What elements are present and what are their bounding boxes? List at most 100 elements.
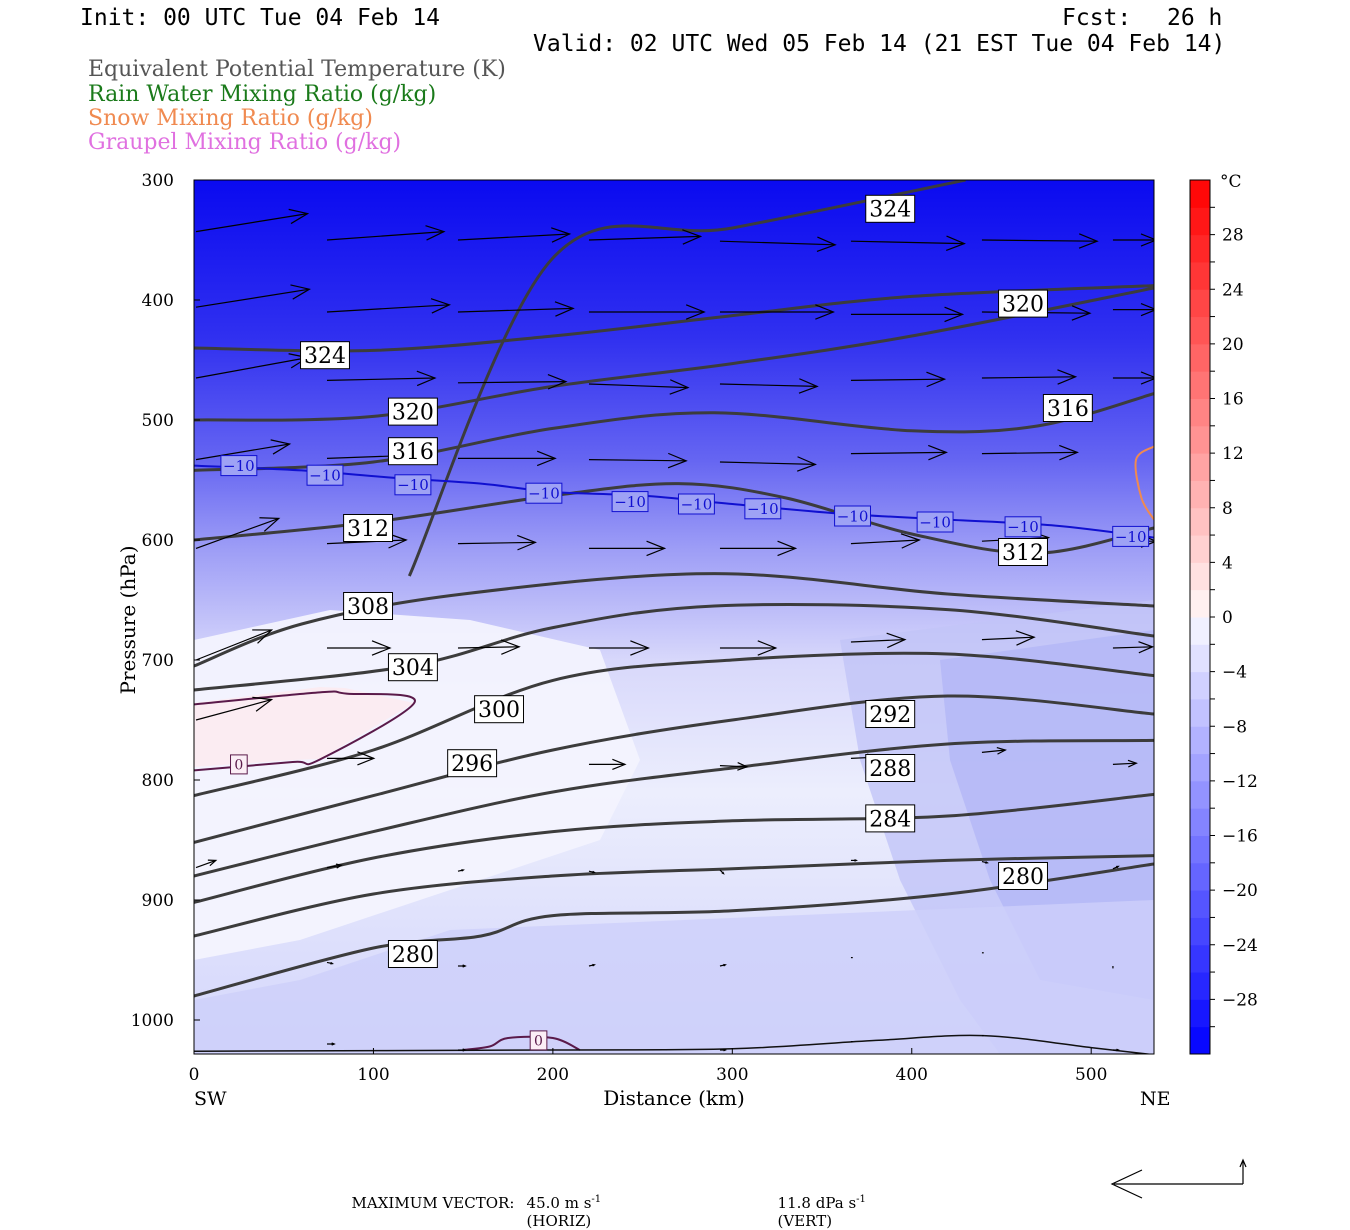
theta-e-contour-label: 296 [447,749,498,778]
isotherm-label: −10 [677,493,715,515]
theta-e-contour-line [194,694,1154,844]
isotherm-label-text: −10 [681,495,713,513]
wind-vector-head [207,859,218,867]
theta-e-contour-line [194,1034,1154,1054]
wind-vector [850,306,965,323]
wind-vector-head [985,861,989,864]
wind-vector-head [270,439,292,455]
theta-e-contour-label-box [343,592,394,620]
wind-vector-head [461,869,465,872]
colorbar-swatch [1190,780,1210,809]
colorbar-tick-label: 20 [1222,335,1244,355]
wind-vector-shaft [981,749,1006,753]
rain-region-fill [194,687,414,767]
wind-vector-head [926,371,947,388]
theta-e-contour-label: 300 [474,695,525,724]
theta-e-contour-label-box [300,341,350,370]
y-tick-label: 800 [142,771,174,791]
wind-vector [326,863,343,869]
wind-vector [588,229,703,245]
theta-e-contour-label-box [387,437,438,466]
theta-e-contour-label: 312 [998,538,1048,566]
isotherm-label-text: −10 [397,476,429,494]
wind-vector-shaft [457,541,536,545]
wind-vector [457,639,521,655]
isotherm-label: −10 [1112,525,1150,547]
isotherm-label-text: −10 [747,500,779,518]
wind-vector [719,304,835,320]
wind-vector-shaft [195,288,310,308]
wind-vector-shaft [588,383,688,389]
wind-vector-head [357,751,376,766]
theta-e-contour-label-text: 304 [392,656,434,681]
reference-horizontal-arrowhead [1110,1169,1143,1199]
theta-e-contour-label: 320 [998,289,1048,318]
wind-vector [457,227,572,243]
wind-vector [195,208,310,233]
max-vector-vertical: 11.8 dPa s-1 (VERT) [777,1194,866,1230]
theta-e-contour-label: 316 [1042,394,1093,422]
cross-section-chart: 324 324 320 320 316 316 312 312 308 304 300 296 292 2… [116,171,1258,1199]
theta-e-contour-label-text: 320 [1002,293,1044,318]
colorbar-tick-label: 24 [1222,280,1244,300]
wind-vector [588,758,627,770]
wind-vector [195,629,274,661]
wind-vector-shaft [719,240,836,246]
colorbar-swatch [1190,890,1210,918]
wind-vector-head [1138,641,1154,654]
isotherm-label-box [220,455,258,477]
colorbar-swatch [1190,480,1210,509]
wind-vector [1112,759,1138,768]
colorbar-tick-label: 16 [1222,390,1244,410]
theta-e-contour-line [194,602,1154,692]
wind-vector-head [1071,305,1092,321]
wind-vector-shaft [457,381,566,384]
x-tick-label: 100 [357,1065,389,1085]
isotherm-label-text: −10 [528,485,560,503]
reference-vector [1110,1158,1247,1199]
wind-vector-head [612,758,627,770]
isotherm-label-box [1112,525,1150,547]
colorbar-unit: °C [1220,172,1242,192]
colorbar-swatch [1190,343,1210,372]
wind-vector [457,374,568,390]
wind-vector-head [737,762,749,771]
theta-e-contour-label-text: 292 [869,703,911,728]
rain-contour-label-box [230,754,248,775]
theta-e-contour-line [194,862,1154,998]
wind-vector-head [682,229,703,245]
temperature-shading [194,600,1154,1054]
theta-e-contour-label-text: 316 [1047,397,1089,422]
isotherm-label: −10 [1004,516,1042,538]
theta-e-contour-label-box [387,653,438,682]
theta-e-contour-label-box [865,194,916,223]
isotherm-label-text: −10 [223,457,255,475]
colorbar-swatch [1190,862,1210,891]
theta-e-contour-label: 312 [343,514,394,542]
wind-vector-head [1015,630,1036,646]
theta-e-contour-label-box [343,514,394,542]
wind-vector-shaft [981,376,1076,379]
wind-vector [326,640,392,656]
x-axis-right-end-label: NE [1140,1088,1171,1110]
wind-vector-shaft [457,233,570,241]
wind-vector [326,961,334,965]
wind-vector [457,869,465,872]
wind-vector-head [723,963,727,967]
colorbar-tick-label: 8 [1222,499,1233,519]
wind-vector [326,1042,336,1046]
colorbar-swatch [1190,316,1210,345]
wind-vector-shaft [195,699,272,721]
theta-e-contour-label-text: 324 [304,344,346,369]
colorbar-swatch [1190,453,1210,481]
wind-vector [981,630,1036,646]
snow-contour-line [1134,445,1154,521]
wind-vector [326,225,446,241]
wind-vector [195,284,311,308]
wind-vector [457,1048,467,1052]
wind-vector-head [928,444,948,461]
wind-vector-head [886,632,907,649]
colorbar-tick-label: −16 [1222,827,1258,847]
wind-vector [195,439,292,461]
theta-e-contour-label: 320 [387,397,438,426]
